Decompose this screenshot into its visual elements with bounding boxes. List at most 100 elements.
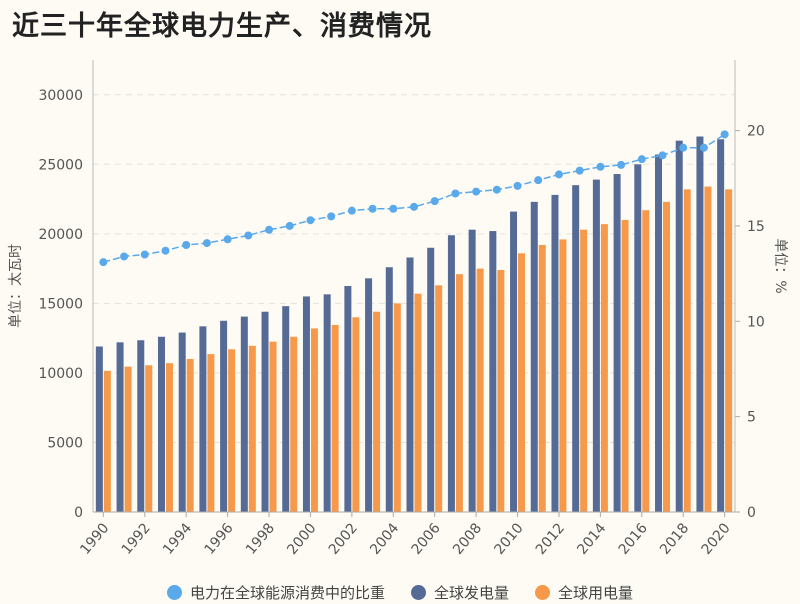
point-share [575, 166, 584, 175]
bar-consumption [186, 359, 194, 512]
legend-marker [410, 585, 426, 600]
legend-label: 全球用电量 [558, 584, 634, 602]
bar-consumption [621, 219, 629, 512]
x-tick-label: 2018 [657, 520, 692, 558]
bar-consumption [518, 253, 526, 512]
point-share [265, 225, 274, 234]
bar-generation [282, 306, 290, 512]
bar-consumption [165, 363, 173, 512]
bar-consumption [704, 186, 712, 512]
point-share [472, 187, 481, 196]
bar-generation [530, 201, 538, 512]
bar-generation [447, 235, 455, 512]
bar-consumption [207, 354, 215, 512]
bar-consumption [228, 349, 236, 512]
bar-generation [323, 294, 331, 512]
bar-consumption [725, 189, 733, 512]
bar-consumption [145, 365, 153, 512]
bar-consumption [103, 370, 111, 512]
y-tick-label: 20000 [38, 227, 83, 243]
bar-generation [655, 154, 663, 512]
point-share [140, 250, 149, 259]
point-share [554, 170, 563, 179]
bar-generation [137, 340, 145, 512]
legend-item-share[interactable]: 电力在全球能源消费中的比重 [166, 582, 385, 603]
bar-generation [634, 164, 642, 513]
x-tick-label: 1994 [160, 520, 195, 558]
point-share [658, 151, 667, 160]
x-tick-label: 2008 [450, 520, 485, 558]
bar-generation [675, 140, 683, 512]
point-share [513, 181, 522, 190]
bar-generation [510, 211, 518, 512]
bar-consumption [331, 324, 339, 512]
bar-consumption [435, 285, 443, 512]
bar-consumption [310, 328, 318, 512]
point-share [306, 216, 315, 225]
point-share [430, 197, 439, 206]
y-tick-label: 0 [74, 505, 83, 521]
bar-generation [717, 139, 725, 512]
bar-generation [613, 174, 621, 512]
point-share [202, 239, 211, 248]
bar-generation [95, 346, 103, 512]
legend-item-generation[interactable]: 全球发电量 [410, 582, 509, 603]
x-tick-label: 2000 [284, 520, 319, 558]
x-tick-label: 2002 [326, 520, 361, 558]
bar-consumption [455, 274, 463, 512]
bar-consumption [290, 336, 298, 512]
bar-generation [199, 326, 207, 512]
point-share [637, 155, 646, 164]
x-tick-label: 1992 [119, 520, 154, 558]
point-share [389, 204, 398, 213]
point-share [285, 221, 294, 230]
bar-generation [261, 311, 269, 512]
bar-consumption [538, 244, 546, 513]
bar-consumption [683, 189, 691, 512]
x-tick-label: 1998 [243, 520, 278, 558]
point-share [99, 258, 108, 267]
bar-generation [344, 286, 352, 512]
x-tick-label: 2010 [491, 520, 526, 558]
bar-consumption [642, 210, 650, 513]
y-tick-label: 15000 [38, 296, 83, 312]
bar-consumption [559, 239, 567, 512]
bar-generation [592, 179, 600, 513]
bar-consumption [248, 345, 256, 512]
bar-generation [427, 247, 435, 512]
x-tick-label: 2016 [616, 520, 651, 558]
bar-generation [489, 231, 497, 512]
y-tick-label: 5000 [47, 435, 83, 451]
legend-label: 全球发电量 [433, 584, 509, 602]
point-share [596, 162, 605, 171]
bar-consumption [476, 268, 484, 512]
bar-generation [178, 332, 186, 512]
bar-consumption [393, 303, 401, 512]
legend-item-consumption[interactable]: 全球用电量 [535, 582, 633, 603]
y-axis-label: 单位：太瓦时 [8, 244, 24, 328]
point-share [368, 204, 377, 213]
bar-consumption [124, 366, 132, 512]
x-tick-label: 2014 [574, 520, 609, 558]
point-share [120, 252, 129, 261]
bar-generation [116, 342, 124, 512]
bar-generation [220, 320, 228, 512]
y2-axis-label: 单位：% [772, 238, 788, 293]
bar-consumption [269, 341, 277, 512]
point-share [347, 206, 356, 215]
y2-tick-label: 5 [747, 410, 756, 426]
point-share [244, 231, 253, 240]
y-tick-label: 30000 [38, 88, 83, 104]
bar-generation [157, 336, 165, 512]
bar-generation [572, 185, 580, 512]
bar-generation [406, 257, 414, 512]
x-tick-label: 2012 [533, 520, 568, 558]
bar-generation [302, 296, 310, 512]
point-share [492, 185, 501, 194]
bar-consumption [497, 270, 505, 512]
legend-label: 电力在全球能源消费中的比重 [189, 584, 385, 602]
line-share [103, 133, 726, 263]
point-share [327, 212, 336, 221]
bar-consumption [600, 224, 608, 512]
